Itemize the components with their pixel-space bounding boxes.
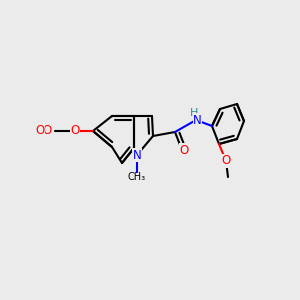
Text: O: O (42, 124, 52, 137)
Text: O: O (36, 124, 45, 137)
Text: H: H (190, 107, 199, 118)
Text: N: N (193, 113, 202, 127)
Text: O: O (44, 124, 52, 134)
Text: O: O (70, 124, 80, 137)
Text: CH₃: CH₃ (128, 172, 146, 182)
Text: O: O (221, 154, 231, 167)
Text: O: O (180, 143, 189, 157)
Text: N: N (133, 148, 141, 161)
